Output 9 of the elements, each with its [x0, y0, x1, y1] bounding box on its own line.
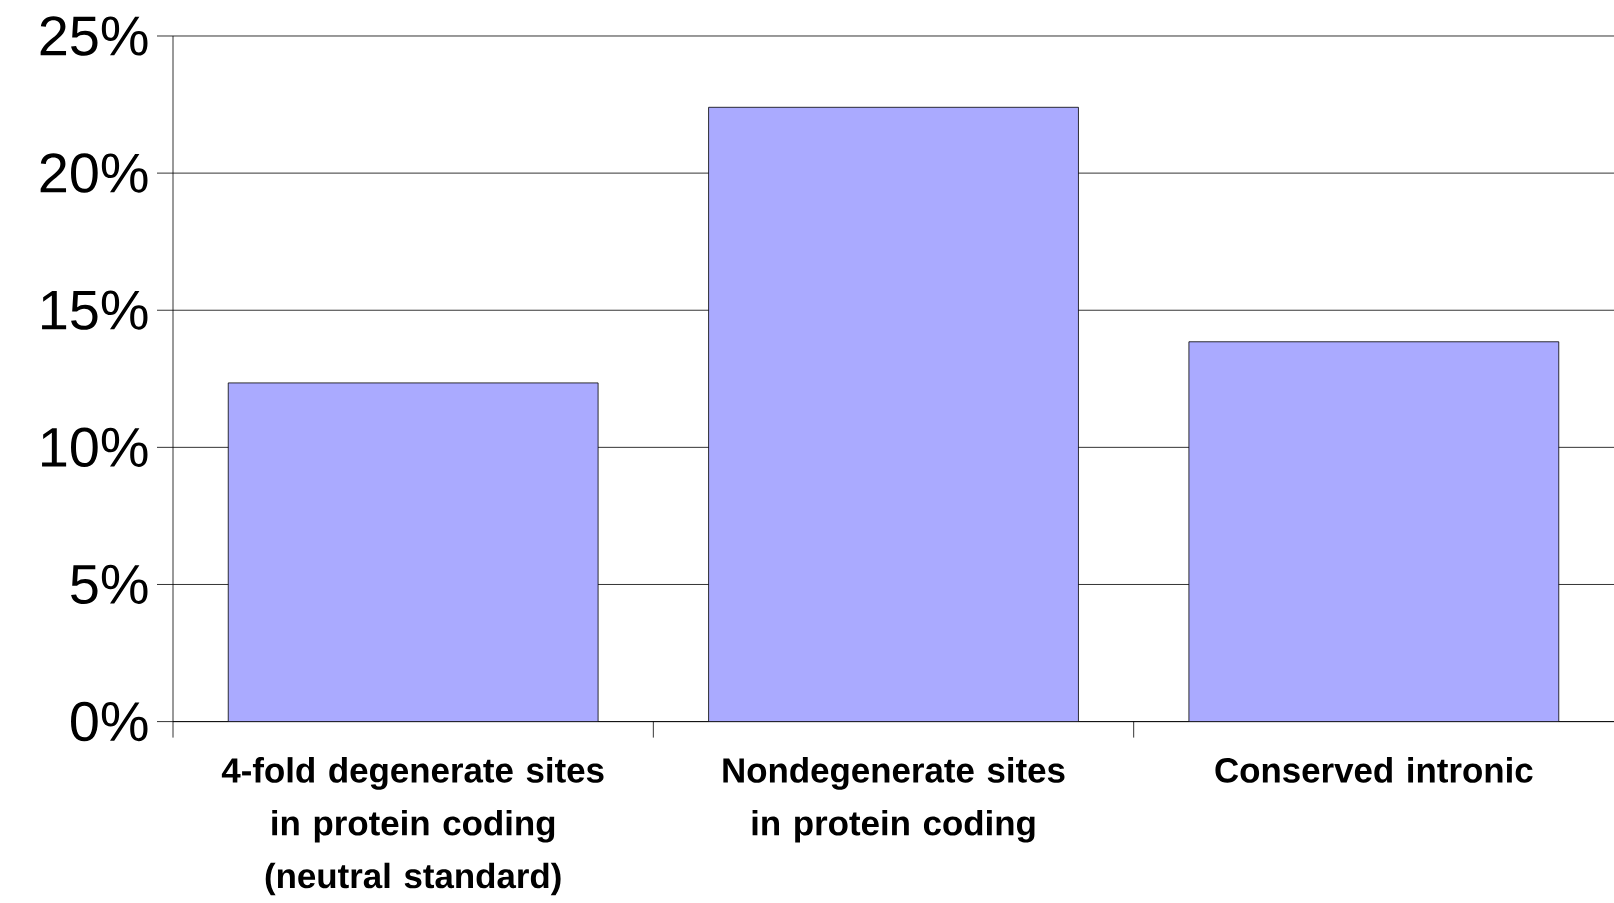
y-tick-label: 25%: [40, 16, 148, 56]
y-tick-label: 5%: [71, 564, 148, 605]
y-tick-label: 10%: [42, 427, 148, 468]
y-tick-label: 15%: [42, 290, 148, 330]
y-tick-label: 0%: [71, 701, 148, 742]
x-tick-label: 4-fold degenerate sites in protein coding (neutral standard): [221, 757, 604, 896]
y-tick-label: 20%: [40, 153, 148, 193]
x-tick-label: Conserved intronic: [1215, 757, 1533, 783]
x-tick-label: Nondegenerate sites in protein coding: [723, 757, 1065, 843]
